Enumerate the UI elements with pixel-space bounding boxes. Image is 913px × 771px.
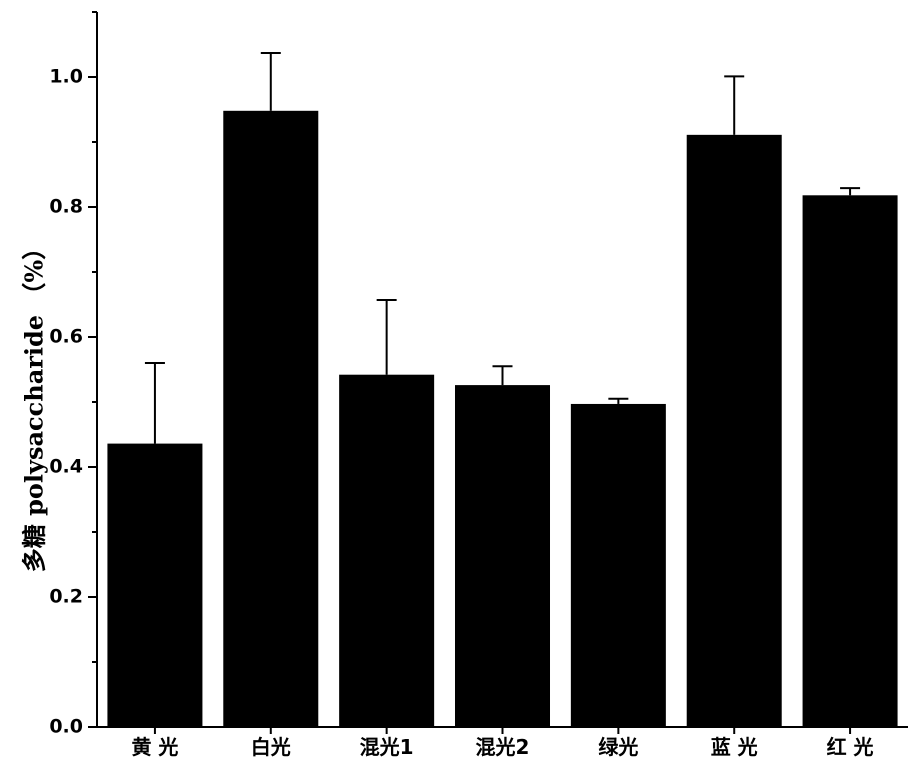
bar: [339, 374, 435, 727]
bar: [570, 403, 666, 727]
x-tick-label: 混光1: [360, 735, 414, 759]
x-tick-label: 黄 光: [131, 735, 178, 759]
y-tick-label: 0.8: [49, 196, 83, 218]
y-tick-label: 0.4: [49, 456, 83, 478]
x-tick-label: 混光2: [476, 735, 530, 759]
y-tick-label: 0.6: [49, 326, 83, 348]
bar: [107, 443, 203, 727]
error-bars-layer: [144, 51, 861, 444]
y-tick-label: 0.0: [49, 716, 83, 738]
y-ticks: 0.0 0.2 0.4 0.6 0.8 1.0: [49, 11, 97, 738]
y-axis-title: 多糖 polysaccharide （%）: [20, 236, 49, 572]
x-tick-label: 白光: [251, 735, 291, 759]
bar: [802, 195, 898, 728]
bars-layer: [107, 110, 898, 728]
x-tick-label: 红 光: [827, 735, 874, 759]
bar: [686, 134, 782, 728]
y-tick-label: 0.2: [49, 586, 83, 608]
x-ticks: 黄 光 白光 混光1 混光2 绿光 蓝 光 红 光: [131, 727, 874, 759]
bar: [223, 110, 319, 728]
x-tick-label: 绿光: [598, 735, 638, 759]
y-tick-label: 1.0: [49, 66, 83, 88]
x-tick-label: 蓝 光: [711, 735, 758, 759]
bar: [454, 385, 551, 727]
